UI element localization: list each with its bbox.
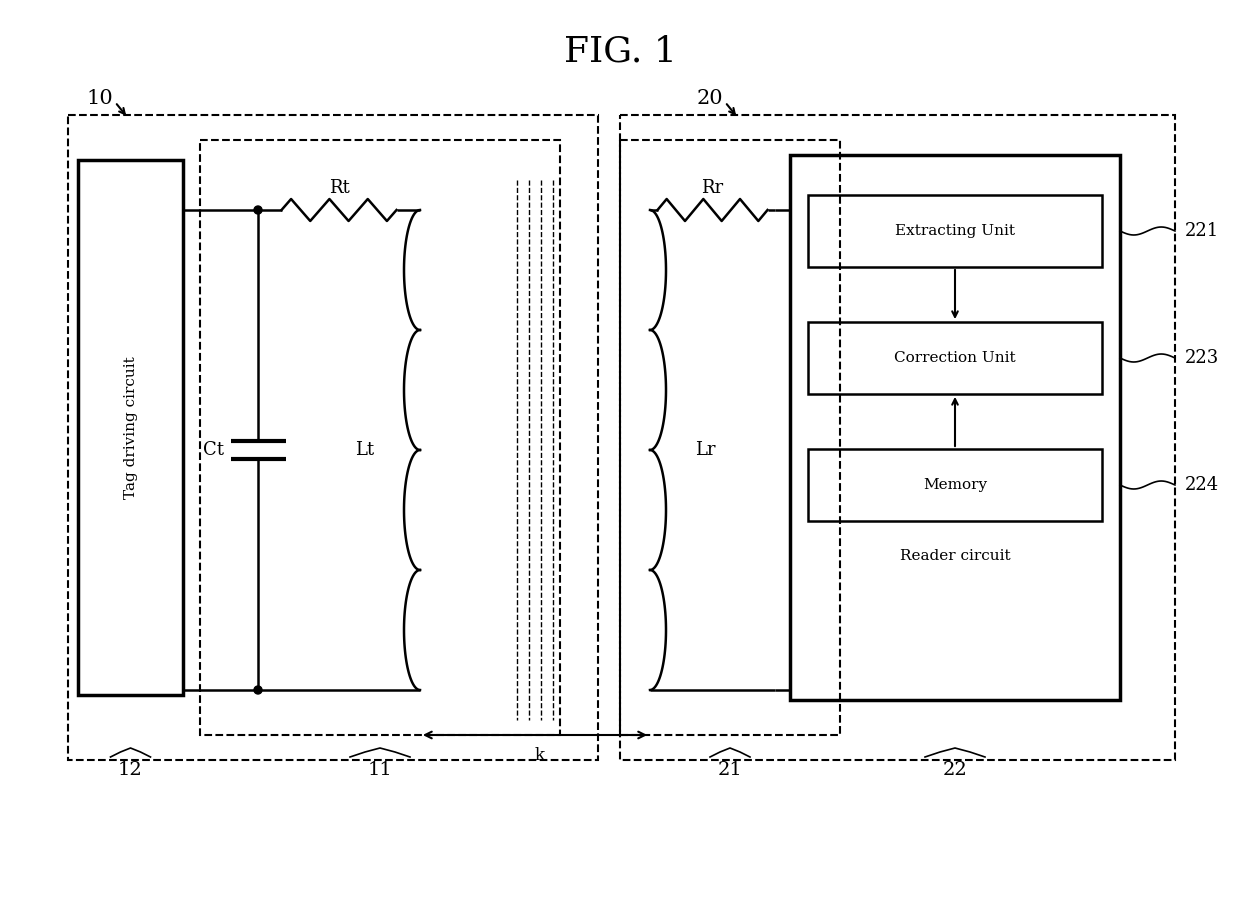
Text: 223: 223: [1185, 349, 1219, 367]
Bar: [78, 160, 184, 695]
Text: 20: 20: [697, 88, 723, 108]
Text: Memory: Memory: [923, 478, 987, 492]
Text: FIG. 1: FIG. 1: [563, 35, 677, 69]
Text: 11: 11: [367, 761, 392, 779]
Bar: [200, 140, 560, 735]
Text: 10: 10: [87, 88, 113, 108]
Text: k: k: [534, 746, 546, 763]
Text: Rr: Rr: [702, 179, 724, 197]
Text: 221: 221: [1185, 222, 1219, 240]
Bar: [68, 115, 598, 760]
Text: Lr: Lr: [694, 441, 715, 459]
Bar: [620, 115, 1176, 760]
Bar: [790, 155, 1120, 700]
Text: Reader circuit: Reader circuit: [900, 549, 1011, 563]
Bar: [620, 140, 839, 735]
Text: 12: 12: [118, 761, 143, 779]
Circle shape: [254, 206, 262, 214]
Bar: [808, 322, 1102, 394]
Text: Correction Unit: Correction Unit: [894, 351, 1016, 365]
Text: 224: 224: [1185, 476, 1219, 494]
Bar: [808, 449, 1102, 521]
Text: 22: 22: [942, 761, 967, 779]
Text: Lt: Lt: [356, 441, 374, 459]
Text: Extracting Unit: Extracting Unit: [895, 224, 1016, 238]
Bar: [808, 195, 1102, 267]
Circle shape: [254, 686, 262, 694]
Text: 21: 21: [718, 761, 743, 779]
Text: Tag driving circuit: Tag driving circuit: [124, 356, 138, 499]
Text: Rt: Rt: [329, 179, 350, 197]
Text: Ct: Ct: [202, 441, 223, 459]
